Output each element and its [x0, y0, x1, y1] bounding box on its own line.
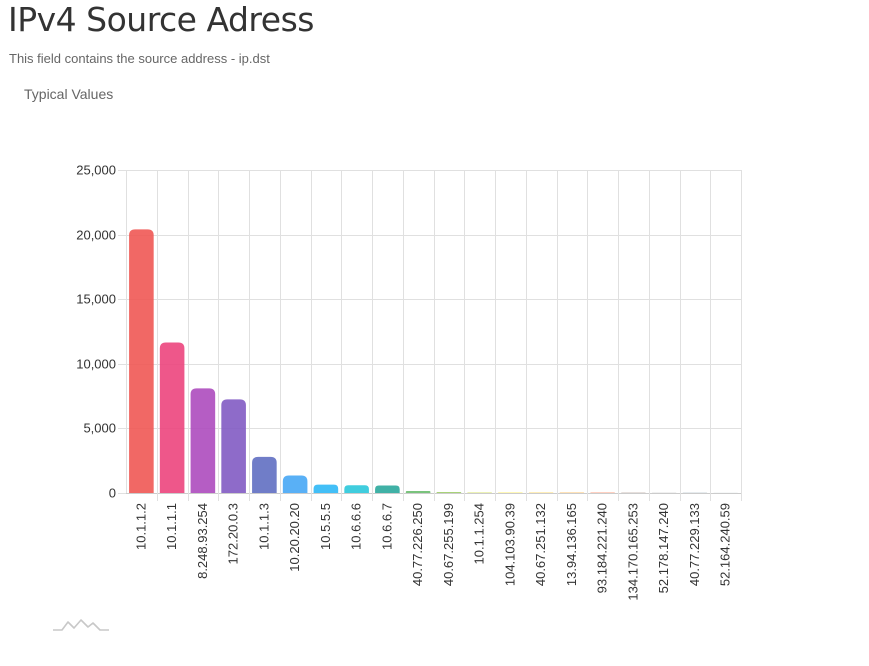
x-tick-label: 40.77.229.133 — [687, 503, 702, 586]
x-tick-label: 10.6.6.7 — [379, 503, 394, 550]
x-tick-label: 40.67.255.199 — [441, 503, 456, 586]
bar[interactable] — [221, 399, 246, 493]
y-tick-label: 25,000 — [76, 163, 116, 178]
page-title: IPv4 Source Adress — [8, 0, 314, 39]
mountain-logo-icon — [53, 619, 109, 631]
bar[interactable] — [252, 456, 277, 493]
x-tick-label: 13.94.136.165 — [564, 503, 579, 586]
bar[interactable] — [528, 492, 554, 494]
x-tick-label: 52.178.147.240 — [656, 503, 671, 593]
x-axis: 10.1.1.2 10.1.1.1 8.248.93.254 172.20.0.3 10… — [133, 503, 732, 601]
chart-bars — [129, 229, 738, 494]
bar[interactable] — [559, 492, 585, 494]
x-tick-label: 10.6.6.6 — [349, 503, 364, 550]
bar[interactable] — [682, 492, 708, 494]
bar[interactable] — [621, 492, 646, 494]
x-tick-label: 40.67.251.132 — [533, 503, 548, 586]
x-tick-label: 93.184.221.240 — [595, 503, 610, 593]
x-tick-label: 10.1.1.1 — [164, 503, 179, 550]
y-tick-label: 0 — [109, 486, 116, 501]
y-axis: 0 5,000 10,000 15,000 20,000 25,000 — [76, 163, 116, 501]
section-label: Typical Values — [24, 86, 114, 102]
x-tick-label: 134.170.165.253 — [625, 503, 640, 601]
page-subtitle: This field contains the source address -… — [9, 51, 270, 66]
bar[interactable] — [498, 492, 523, 494]
x-tick-label: 8.248.93.254 — [195, 503, 210, 579]
x-tick-label: 10.20.20.20 — [287, 503, 302, 572]
y-tick-label: 15,000 — [76, 292, 116, 307]
bar[interactable] — [405, 491, 431, 493]
x-tick-label: 52.164.240.59 — [718, 503, 733, 586]
y-tick-label: 10,000 — [76, 357, 116, 372]
x-tick-label: 104.103.90.39 — [502, 503, 517, 586]
x-tick-label: 40.77.226.250 — [410, 503, 425, 586]
bar[interactable] — [129, 229, 154, 493]
bar[interactable] — [313, 484, 339, 493]
x-tick-label: 172.20.0.3 — [226, 503, 241, 564]
y-tick-label: 20,000 — [76, 228, 116, 243]
x-tick-label: 10.1.1.2 — [133, 503, 148, 550]
y-tick-label: 5,000 — [83, 421, 116, 436]
x-tick-label: 10.1.1.3 — [256, 503, 271, 550]
x-tick-label: 10.5.5.5 — [318, 503, 333, 550]
chart-grid — [118, 170, 742, 501]
bar[interactable] — [282, 475, 308, 493]
x-tick-label: 10.1.1.254 — [472, 503, 487, 564]
bar[interactable] — [375, 485, 400, 493]
bar[interactable] — [190, 388, 216, 493]
bar[interactable] — [344, 485, 369, 493]
bar[interactable] — [590, 492, 615, 494]
bar[interactable] — [436, 491, 462, 493]
bar[interactable] — [651, 492, 677, 494]
bar[interactable] — [159, 342, 185, 493]
bar[interactable] — [467, 492, 492, 493]
bar[interactable] — [713, 492, 738, 494]
